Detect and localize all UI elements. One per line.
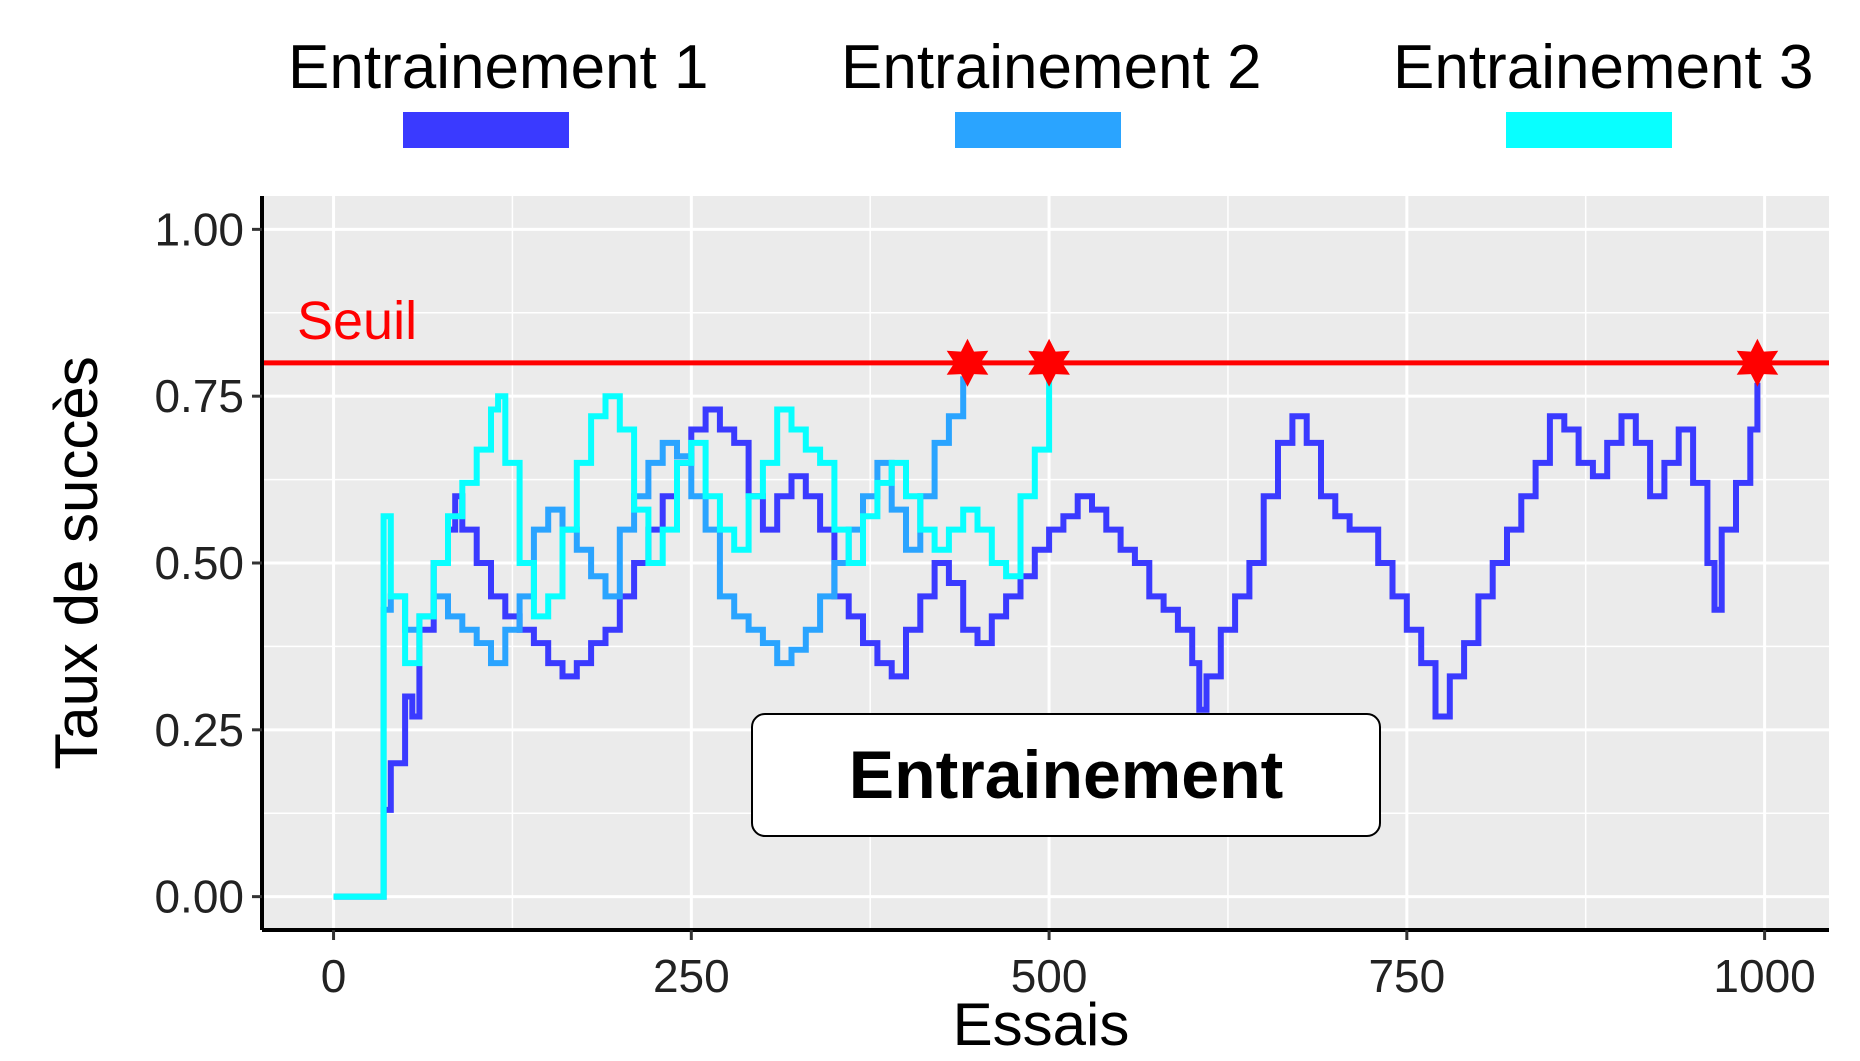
threshold-markers: [946, 338, 1779, 387]
legend-key-series-2: [955, 112, 1121, 148]
legend-label-series-3: Entrainement 3: [1393, 33, 1814, 102]
legend-label-series-1: Entrainement 1: [288, 33, 709, 102]
x-axis-label: Essais: [953, 991, 1130, 1058]
y-tick-label: 0.50: [154, 537, 244, 589]
legend-key-series-3: [1506, 112, 1672, 148]
y-tick-label: 1.00: [154, 203, 244, 255]
series-lines: [333, 376, 1761, 900]
x-tick-label: 250: [653, 950, 730, 1002]
legend-key-series-1: [403, 112, 569, 148]
threshold-star-marker: [1736, 338, 1779, 387]
threshold-label: Seuil: [297, 291, 417, 351]
x-tick-label: 500: [1011, 950, 1088, 1002]
series-line-1: [333, 382, 1761, 900]
x-tick-label: 0: [321, 950, 347, 1002]
threshold-star-marker: [946, 338, 989, 387]
x-tick-label: 1000: [1713, 950, 1815, 1002]
annotation-box: Entrainement: [751, 713, 1381, 837]
y-tick-label: 0.75: [154, 370, 244, 422]
x-tick-label: 750: [1368, 950, 1445, 1002]
threshold-star-marker: [1028, 338, 1070, 387]
series-line-2: [333, 376, 967, 900]
series-line-3: [333, 376, 1053, 900]
y-tick-label: 0.00: [154, 871, 244, 923]
y-axis-label: Taux de succès: [43, 356, 110, 770]
legend-label-series-2: Entrainement 2: [841, 33, 1262, 102]
axis-ticks: 0 250 500 750 1000 0.00 0.25 0.50 0.75 1.00: [154, 203, 1815, 1002]
y-tick-label: 0.25: [154, 704, 244, 756]
